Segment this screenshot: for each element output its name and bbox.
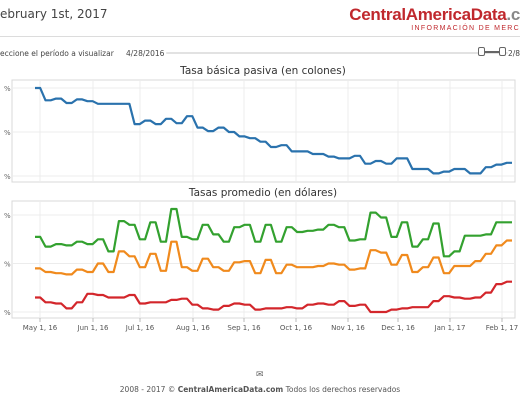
- x-tick-label: Jan 1, 17: [434, 324, 466, 332]
- footer-brand[interactable]: CentralAmericaData.com: [177, 385, 284, 394]
- x-tick-label: Jun 1, 16: [77, 324, 110, 332]
- y-tick-label: %: [4, 85, 11, 93]
- series-line-green: [35, 207, 512, 258]
- y-tick-label: %: [4, 309, 11, 317]
- series-line-blue: [35, 86, 512, 175]
- period-slider-left-handle[interactable]: [478, 47, 485, 56]
- x-tick-label: Aug 1, 16: [176, 324, 210, 332]
- charts-canvas: %%% Tasa básica pasiva (en colones) %%% Ta…: [4, 65, 518, 332]
- logo-wordmark: CentralAmericaData.c: [349, 6, 520, 24]
- plot-frame: [11, 200, 516, 319]
- footer-rights: Todos los derechos reservados: [283, 385, 401, 394]
- page-date-title: ebruary 1st, 2017: [0, 7, 108, 21]
- header-divider: [0, 36, 520, 37]
- chart-tasa-basica: %%% Tasa básica pasiva (en colones): [4, 65, 516, 183]
- brand-logo[interactable]: CentralAmericaData.c INFORMACIÓN DE MERC: [349, 6, 520, 33]
- period-range-slider[interactable]: [166, 52, 508, 54]
- logo-main-text: CentralAmericaData: [349, 5, 507, 24]
- series-line-orange: [35, 239, 512, 276]
- period-start-date: 4/28/2016: [126, 49, 165, 58]
- y-tick-label: %: [4, 173, 11, 181]
- footer-copyright: 2008 - 2017 © CentralAmericaData.com Tod…: [0, 385, 520, 394]
- x-tick-label: Oct 1, 16: [280, 324, 313, 332]
- x-tick-label: Dec 1, 16: [381, 324, 415, 332]
- chart-title: Tasa básica pasiva (en colones): [179, 65, 346, 77]
- x-tick-label: Nov 1, 16: [331, 324, 365, 332]
- x-tick-label: May 1, 16: [23, 324, 58, 332]
- period-slider-selected-range[interactable]: [485, 51, 499, 53]
- chart-tasas-promedio: %%% Tasas promedio (en dólares): [4, 187, 516, 319]
- x-tick-label: Sep 1, 16: [227, 324, 261, 332]
- mail-icon[interactable]: ✉: [256, 370, 264, 380]
- y-tick-label: %: [4, 212, 11, 220]
- chart-title: Tasas promedio (en dólares): [188, 187, 337, 199]
- series-line-red: [35, 280, 512, 314]
- logo-tagline: INFORMACIÓN DE MERC: [411, 25, 520, 32]
- period-end-date: 2/8: [508, 49, 520, 58]
- period-selector-label: eccione el período a visualizar: [0, 49, 114, 58]
- y-tick-label: %: [4, 129, 11, 137]
- x-tick-label: Feb 1, 17: [486, 324, 518, 332]
- logo-domain-text: .c: [506, 5, 520, 24]
- x-axis: May 1, 16 Jun 1, 16 Jul 1, 16 Aug 1, 16 Sep …: [23, 318, 518, 332]
- y-tick-label: %: [4, 261, 11, 269]
- footer-years: 2008 - 2017 ©: [119, 385, 178, 394]
- plot-frame: [11, 79, 516, 183]
- period-slider-right-handle[interactable]: [499, 47, 506, 56]
- x-tick-label: Jul 1, 16: [125, 324, 155, 332]
